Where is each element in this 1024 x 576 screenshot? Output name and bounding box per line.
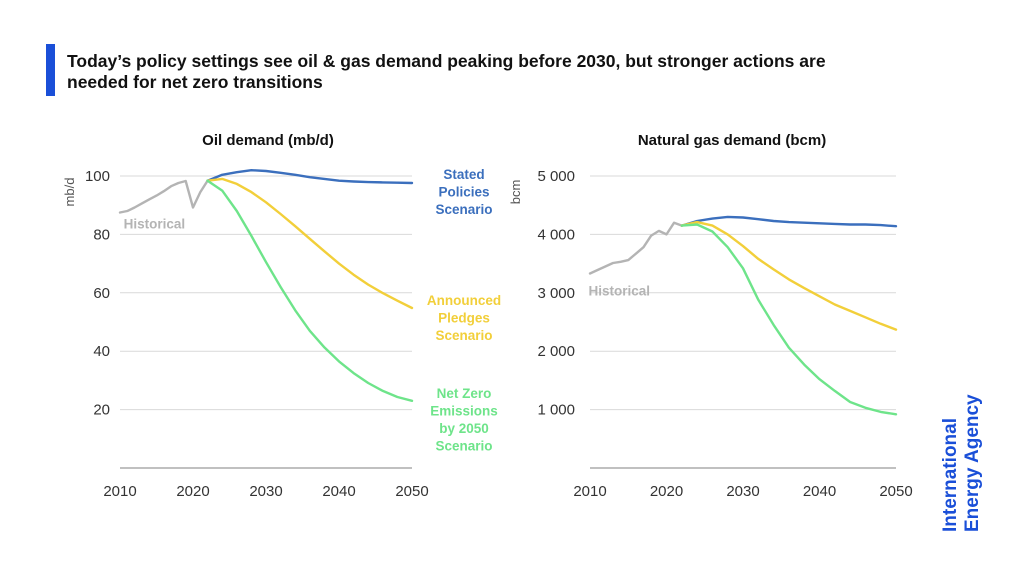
gas-x-tick-label: 2040	[803, 483, 836, 500]
oil-x-tick-label: 2030	[249, 483, 282, 500]
gas-historical-label: Historical	[588, 284, 650, 299]
oil-x-tick-label: 2040	[322, 483, 355, 500]
logo-line-1: International	[940, 418, 961, 532]
gas-series-netzero	[680, 223, 898, 416]
scenario-label-announced: Scenario	[435, 328, 492, 343]
scenario-label-netzero: by 2050	[439, 421, 489, 436]
headline-line-1: Today’s policy settings see oil & gas de…	[67, 51, 826, 71]
scenario-label-announced: Pledges	[438, 311, 490, 326]
oil-x-tick-label: 2010	[103, 483, 136, 500]
scenario-label-stated: Policies	[438, 185, 489, 200]
scenario-label-netzero: Scenario	[435, 439, 492, 454]
oil-y-tick-label: 40	[93, 343, 110, 360]
gas-chart-title: Natural gas demand (bcm)	[638, 132, 826, 149]
oil-y-tick-label: 20	[93, 402, 110, 419]
oil-y-tick-label: 80	[93, 226, 110, 243]
oil-chart-title: Oil demand (mb/d)	[202, 132, 334, 149]
gas-y-tick-label: 3 000	[537, 285, 575, 302]
gas-series-announced	[680, 220, 898, 331]
oil-x-tick-label: 2020	[176, 483, 209, 500]
oil-series-announced	[206, 177, 414, 310]
gas-y-tick-label: 2 000	[537, 343, 575, 360]
scenario-label-netzero: Net Zero	[437, 386, 492, 401]
gas-y-tick-label: 5 000	[537, 168, 575, 185]
gas-x-tick-label: 2030	[726, 483, 759, 500]
oil-historical-label: Historical	[124, 217, 186, 232]
gas-x-tick-label: 2010	[573, 483, 606, 500]
gas-y-tick-label: 4 000	[537, 226, 575, 243]
gas-x-tick-label: 2050	[879, 483, 912, 500]
gas-y-axis-label: bcm	[508, 180, 523, 205]
oil-y-tick-label: 100	[85, 168, 110, 185]
oil-series-historical	[118, 179, 209, 214]
oil-series-stated	[206, 168, 414, 185]
gas-y-tick-label: 1 000	[537, 402, 575, 419]
headline-accent-bar	[46, 44, 55, 96]
gas-series-historical	[588, 221, 683, 275]
scenario-label-stated: Stated	[443, 167, 484, 182]
oil-series-netzero	[206, 179, 414, 402]
headline: Today’s policy settings see oil & gas de…	[67, 51, 947, 93]
oil-x-tick-label: 2050	[395, 483, 428, 500]
headline-line-2: needed for net zero transitions	[67, 72, 323, 92]
scenario-label-announced: Announced	[427, 293, 501, 308]
scenario-label-netzero: Emissions	[430, 404, 498, 419]
oil-y-axis-label: mb/d	[62, 178, 77, 207]
gas-x-tick-label: 2020	[650, 483, 683, 500]
logo-line-2: Energy Agency	[962, 394, 983, 532]
iea-logo: International Energy Agency	[940, 394, 983, 532]
oil-y-tick-label: 60	[93, 285, 110, 302]
scenario-label-stated: Scenario	[435, 202, 492, 217]
gas-series-stated	[680, 215, 898, 228]
